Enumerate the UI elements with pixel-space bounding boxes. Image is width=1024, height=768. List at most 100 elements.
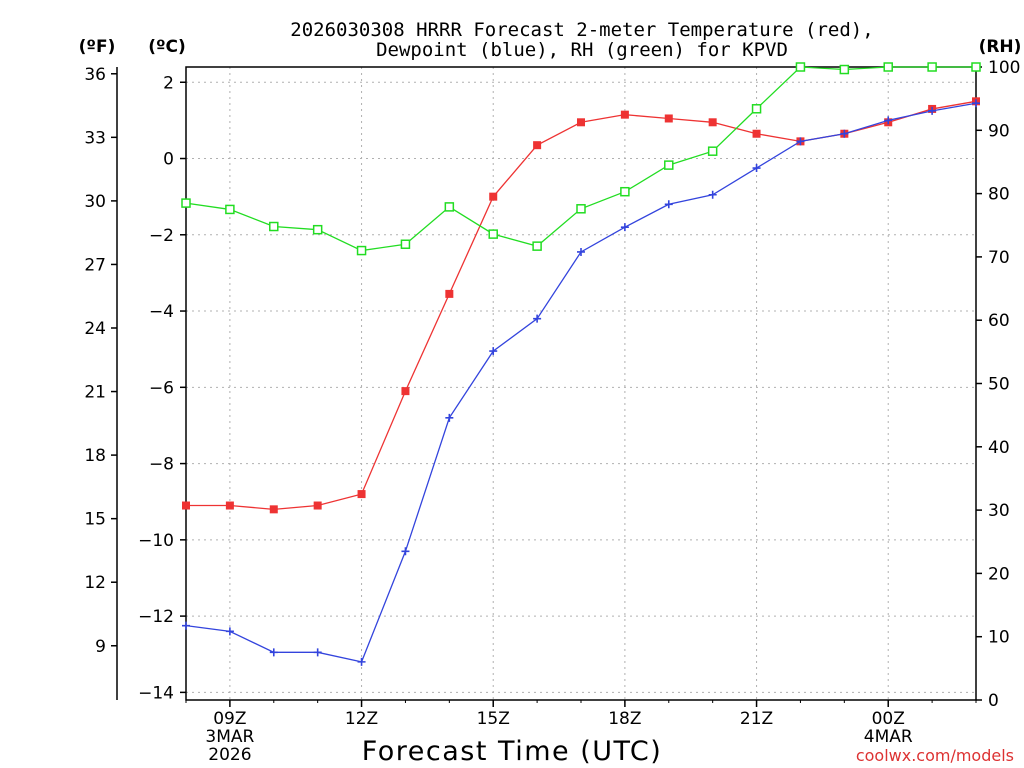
dewpoint-point (884, 116, 893, 125)
unit-label-celsius: (ºC) (148, 37, 186, 57)
2-meter-temperature-point (664, 114, 673, 123)
watermark: coolwx.com/models (856, 746, 1014, 765)
2-meter-temperature-point (577, 118, 585, 127)
rh-point (883, 62, 893, 72)
celsius-tick-label: 0 (163, 150, 174, 170)
dewpoint-point (357, 657, 366, 666)
rh-point (356, 245, 367, 256)
rh-point (664, 160, 674, 170)
2-meter-temperature-point (708, 118, 717, 127)
x-axis-title: Forecast Time (UTC) (362, 736, 663, 767)
rh-tick-label: 30 (988, 501, 1010, 521)
fahrenheit-tick-label: 15 (84, 510, 106, 530)
dewpoint-point (840, 129, 849, 138)
dewpoint-point (445, 413, 454, 422)
x-tick-label: 12Z (345, 709, 378, 729)
x-tick-year-label: 2026 (208, 745, 251, 765)
plot-frame (185, 66, 977, 701)
rh-tick-label: 70 (988, 248, 1010, 268)
dewpoint-point (664, 200, 673, 209)
rh-point (707, 146, 718, 156)
rh-tick-label: 10 (988, 628, 1010, 648)
dewpoint-point (401, 547, 410, 556)
2-meter-temperature-point (269, 505, 278, 514)
x-tick-date-label: 3MAR (205, 727, 254, 747)
unit-label-fahrenheit: (ºF) (79, 37, 116, 57)
rh-point (488, 229, 498, 239)
dewpoint-point (577, 247, 585, 256)
rh-tick-label: 90 (988, 121, 1010, 141)
dewpoint-point (489, 347, 498, 356)
celsius-tick-label: −8 (149, 455, 174, 475)
dewpoint-point (708, 190, 717, 199)
rh-point (532, 241, 542, 251)
unit-label-rh: (RH) (979, 37, 1022, 57)
2-meter-temperature-point (489, 192, 498, 201)
dewpoint-point (533, 314, 542, 323)
dewpoint-point (269, 648, 278, 657)
dewpoint-point (313, 648, 322, 657)
rh-tick-label: 40 (988, 438, 1010, 458)
x-tick-label: 09Z (213, 709, 246, 729)
dewpoint-point (972, 99, 980, 108)
rh-point (400, 239, 411, 249)
rh-point (225, 204, 235, 215)
x-tick-label: 21Z (740, 709, 773, 729)
rh-point (751, 104, 762, 114)
axis-ticks (111, 66, 982, 707)
rh-point (839, 64, 850, 75)
2-meter-temperature-point (533, 141, 542, 150)
2-meter-temperature-point (620, 110, 629, 119)
grid-lines (186, 67, 976, 700)
rh-point (620, 186, 630, 197)
fahrenheit-tick-label: 33 (84, 128, 106, 148)
rh-line (185, 66, 976, 252)
celsius-tick-label: −14 (138, 683, 174, 703)
rh-tick-label: 50 (988, 375, 1010, 395)
x-tick-label: 00Z (872, 709, 905, 729)
dewpoint-point (182, 621, 190, 630)
x-tick-label: 18Z (608, 709, 641, 729)
2-meter-temperature-point (182, 501, 190, 510)
chart-title-line2: Dewpoint (blue), RH (green) for KPVD (376, 39, 788, 61)
rh-tick-label: 80 (988, 185, 1010, 205)
2-meter-temperature-point (445, 289, 454, 298)
celsius-tick-label: −2 (149, 226, 174, 246)
fahrenheit-tick-label: 24 (84, 319, 106, 339)
fahrenheit-tick-label: 36 (84, 65, 106, 85)
rh-point (576, 204, 586, 214)
celsius-tick-label: −12 (138, 607, 174, 627)
celsius-tick-label: −6 (149, 378, 174, 398)
rh-point (181, 198, 191, 208)
2-meter-temperature-point (357, 490, 366, 499)
rh-tick-label: 60 (988, 311, 1010, 331)
chart-title-line1: 2026030308 HRRR Forecast 2-meter Tempera… (290, 19, 873, 41)
dewpoint-point (796, 137, 805, 146)
data-series (181, 62, 981, 666)
2-meter-temperature-point (401, 387, 410, 396)
dewpoint-line (185, 102, 977, 663)
dewpoint-point (928, 106, 937, 115)
x-tick-date-label: 4MAR (864, 727, 913, 747)
dewpoint-point (752, 164, 761, 173)
celsius-tick-label: −4 (149, 302, 174, 322)
fahrenheit-tick-label: 18 (84, 446, 106, 466)
rh-point (312, 224, 323, 235)
2-meter-temperature-point (225, 501, 234, 510)
celsius-tick-label: −10 (138, 531, 174, 551)
rh-point (795, 62, 806, 72)
rh-tick-label: 100 (988, 58, 1020, 78)
fahrenheit-tick-label: 30 (84, 192, 106, 212)
rh-point (971, 62, 981, 72)
dewpoint-point (225, 627, 234, 636)
fahrenheit-tick-label: 21 (84, 383, 106, 403)
rh-tick-label: 0 (988, 691, 999, 711)
2-meter-temperature-line (186, 100, 977, 510)
celsius-tick-label: 2 (163, 73, 174, 93)
rh-tick-label: 20 (988, 564, 1010, 584)
rh-point (444, 202, 455, 212)
rh-point (269, 221, 279, 232)
x-tick-label: 15Z (477, 709, 510, 729)
